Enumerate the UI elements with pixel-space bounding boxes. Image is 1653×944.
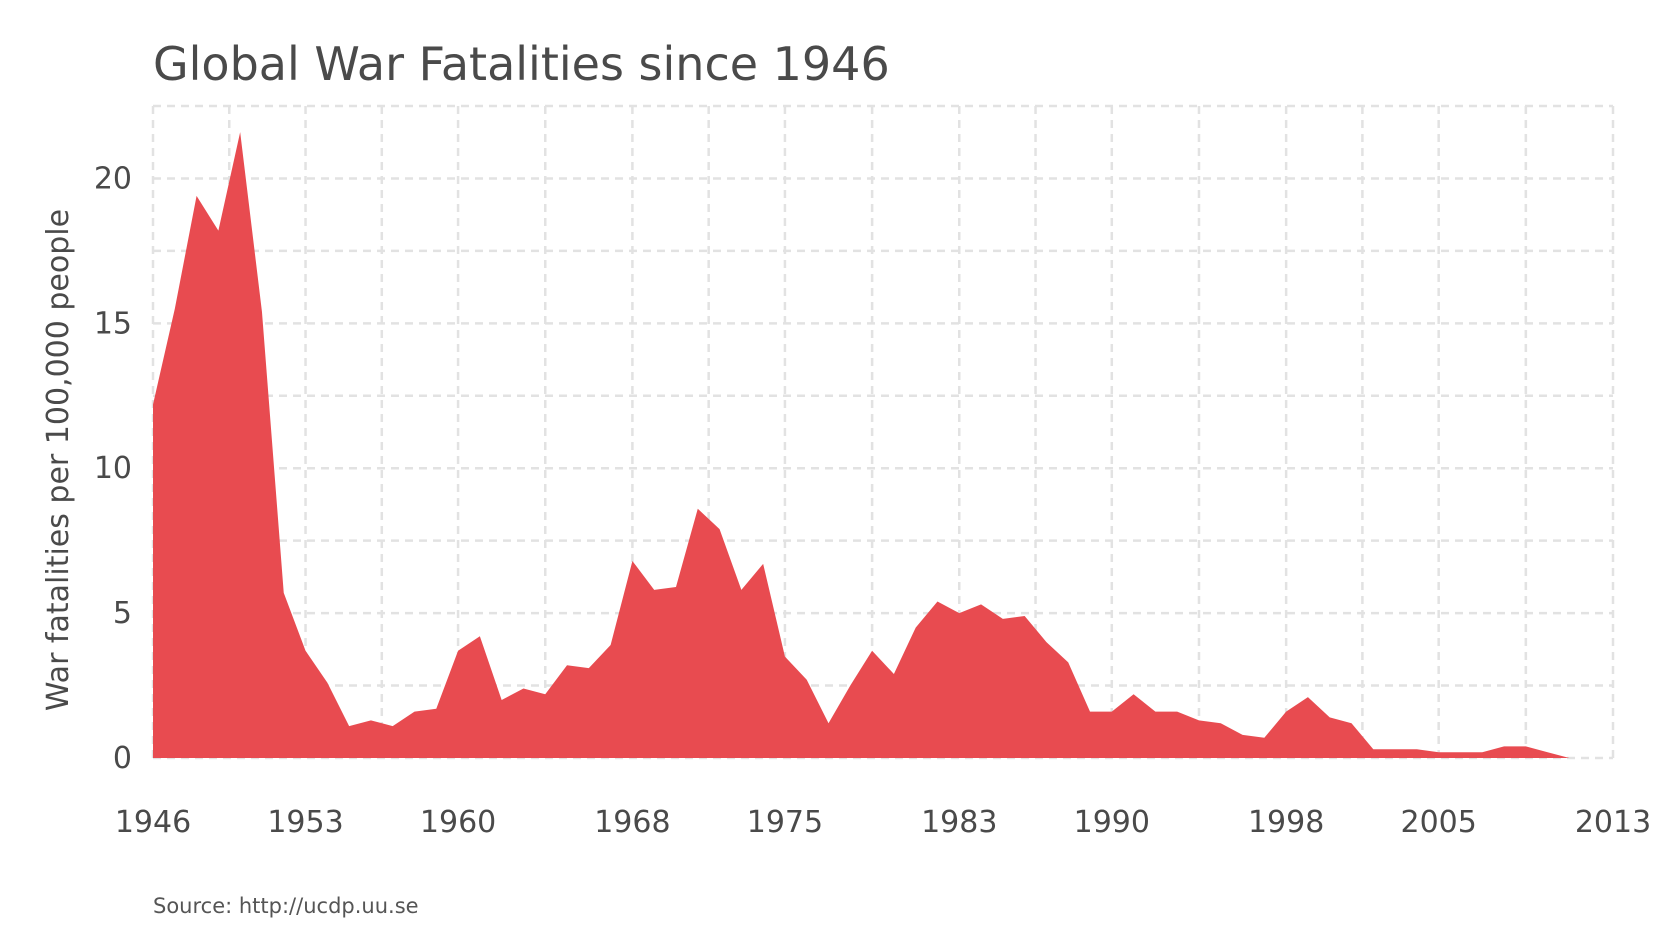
- y-tick-label: 5: [113, 596, 132, 631]
- x-tick-label: 2005: [1400, 805, 1476, 840]
- x-tick-label: 1983: [921, 805, 997, 840]
- x-tick-label: 1990: [1074, 805, 1150, 840]
- x-axis-ticks: 1946 1953 1960 1968 1975 1983 1990 1998 2005 2013: [115, 805, 1651, 840]
- x-tick-label: 2013: [1575, 805, 1651, 840]
- source-note: Source: http://ucdp.uu.se: [153, 894, 419, 918]
- y-axis-ticks: 0 5 10 15 20: [94, 161, 132, 776]
- y-tick-label: 15: [94, 306, 132, 341]
- y-tick-label: 0: [113, 741, 132, 776]
- x-tick-label: 1998: [1248, 805, 1324, 840]
- x-tick-label: 1946: [115, 805, 191, 840]
- chart-title: Global War Fatalities since 1946: [153, 37, 890, 91]
- y-axis-label: War fatalities per 100,000 people: [41, 209, 76, 711]
- grid: [151, 104, 1615, 760]
- x-tick-label: 1960: [420, 805, 496, 840]
- x-tick-label: 1953: [267, 805, 343, 840]
- y-tick-label: 20: [94, 161, 132, 196]
- x-tick-label: 1975: [747, 805, 823, 840]
- area-series: [153, 132, 1613, 758]
- x-tick-label: 1968: [594, 805, 670, 840]
- y-tick-label: 10: [94, 451, 132, 486]
